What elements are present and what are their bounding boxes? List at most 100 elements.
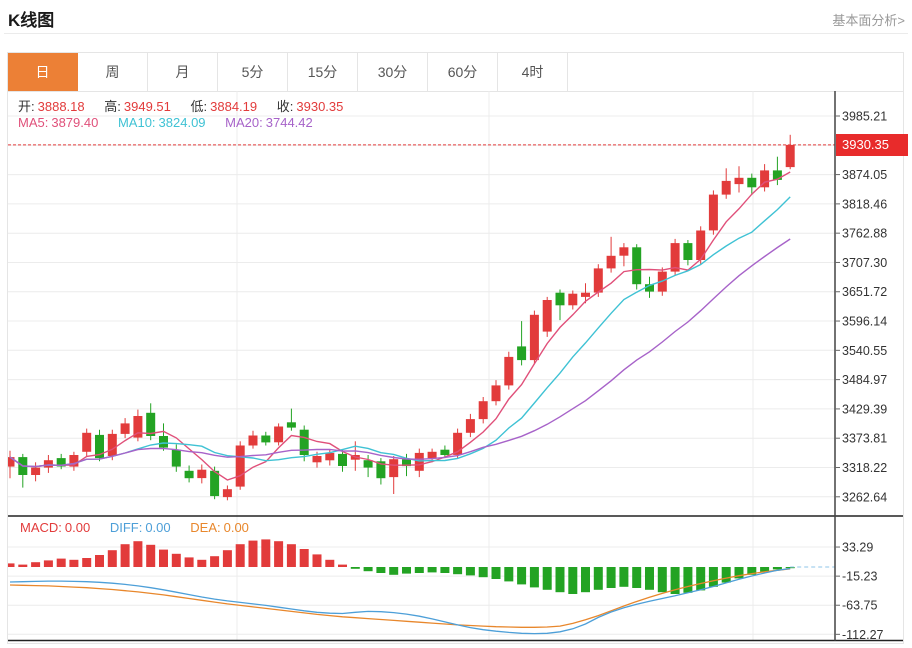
macd-bar	[389, 567, 399, 575]
interval-tab-bar: 日 周 月 5分 15分 30分 60分 4时	[8, 53, 903, 92]
candle	[555, 292, 565, 306]
candle	[734, 177, 744, 185]
axis-tick-label: 3484.97	[842, 373, 887, 387]
macd-bar	[772, 567, 782, 570]
axis-tick-label: 3318.22	[842, 461, 887, 475]
candle	[210, 470, 220, 497]
axis-tick-label: -63.75	[842, 599, 877, 613]
macd-bar	[69, 559, 79, 567]
macd-bar	[8, 563, 15, 567]
axis-frame	[8, 91, 903, 642]
candle	[721, 180, 731, 195]
macd-bar	[133, 541, 143, 567]
macd-bar	[683, 567, 693, 593]
macd-bar	[43, 560, 53, 567]
macd-bar	[734, 567, 744, 579]
macd-bar	[465, 567, 475, 576]
tab-30min[interactable]: 30分	[358, 53, 428, 91]
macd-bar	[645, 567, 654, 590]
candle	[146, 412, 156, 436]
macd-bar	[440, 567, 450, 573]
macd-bar	[248, 540, 258, 567]
macd-bar	[31, 562, 41, 567]
ma10-line	[9, 196, 791, 468]
candle	[568, 293, 578, 306]
macd-bar	[197, 559, 207, 567]
candle	[69, 455, 79, 467]
axis-tick-label: 3540.55	[842, 344, 887, 358]
tab-4hour[interactable]: 4时	[498, 53, 568, 91]
macd-bar	[363, 567, 373, 572]
macd-bar	[120, 544, 130, 567]
candle	[363, 460, 373, 468]
candle	[606, 255, 616, 269]
gridlines	[8, 91, 835, 641]
candle	[338, 453, 347, 466]
candle	[619, 247, 629, 256]
macd-bar	[785, 567, 795, 569]
macd-bar	[747, 567, 757, 575]
macd-bar	[210, 556, 220, 567]
tab-60min[interactable]: 60分	[428, 53, 498, 91]
candle	[376, 461, 386, 479]
candle	[120, 423, 130, 434]
fundamental-analysis-link[interactable]: 基本面分析>	[832, 13, 905, 28]
macd-bar	[222, 550, 232, 567]
candles	[8, 134, 795, 501]
macd-bar	[325, 559, 335, 567]
macd-bar	[696, 567, 706, 591]
axis-tick-label: 3874.05	[842, 168, 887, 182]
macd-bar	[504, 567, 514, 582]
candle	[171, 449, 181, 467]
macd-bar	[529, 567, 539, 588]
candle	[760, 170, 770, 188]
macd-bar	[542, 567, 552, 590]
tab-bar-filler	[568, 53, 903, 91]
candle	[440, 449, 450, 455]
macd-bar	[350, 567, 360, 569]
candle	[95, 434, 104, 459]
candle	[402, 459, 411, 467]
candle	[670, 243, 680, 272]
candle	[772, 170, 782, 180]
header-divider	[4, 33, 908, 34]
macd-bar	[414, 567, 424, 573]
macd-bar	[517, 567, 527, 585]
candle	[325, 452, 335, 461]
ma-lines	[9, 171, 791, 481]
candle	[491, 385, 501, 402]
macd-bar	[427, 567, 437, 573]
macd-bar	[146, 544, 156, 567]
axis-tick-label: 3262.64	[842, 490, 887, 504]
tab-15min[interactable]: 15分	[288, 53, 358, 91]
macd-bar	[338, 564, 347, 567]
dea-line	[9, 568, 791, 628]
macd-bar	[159, 549, 168, 567]
macd-bar	[555, 567, 565, 593]
macd-bar	[606, 567, 616, 588]
macd-bar	[619, 567, 629, 587]
candle	[82, 432, 92, 452]
candle	[133, 416, 143, 438]
candle	[529, 314, 539, 361]
macd-bar	[760, 567, 770, 572]
kline-chart[interactable]: 3985.21 3874.05 3818.46 3762.88 3707.30 3651.…	[8, 91, 903, 643]
macd-bar	[708, 567, 718, 587]
macd-bar	[721, 567, 731, 583]
candle	[785, 144, 795, 168]
candle	[235, 445, 245, 487]
tab-5min[interactable]: 5分	[218, 53, 288, 91]
tab-day[interactable]: 日	[8, 53, 78, 91]
candle	[696, 230, 706, 260]
candle	[581, 292, 590, 297]
candle	[248, 435, 258, 446]
candle	[593, 268, 603, 293]
axis-tick-label: 3985.21	[842, 110, 887, 124]
macd-bar	[632, 567, 642, 588]
macd-bar	[453, 567, 463, 575]
candle	[107, 433, 117, 456]
macd-bar	[184, 557, 194, 567]
candle	[31, 467, 41, 475]
tab-month[interactable]: 月	[148, 53, 218, 91]
tab-week[interactable]: 周	[78, 53, 148, 91]
